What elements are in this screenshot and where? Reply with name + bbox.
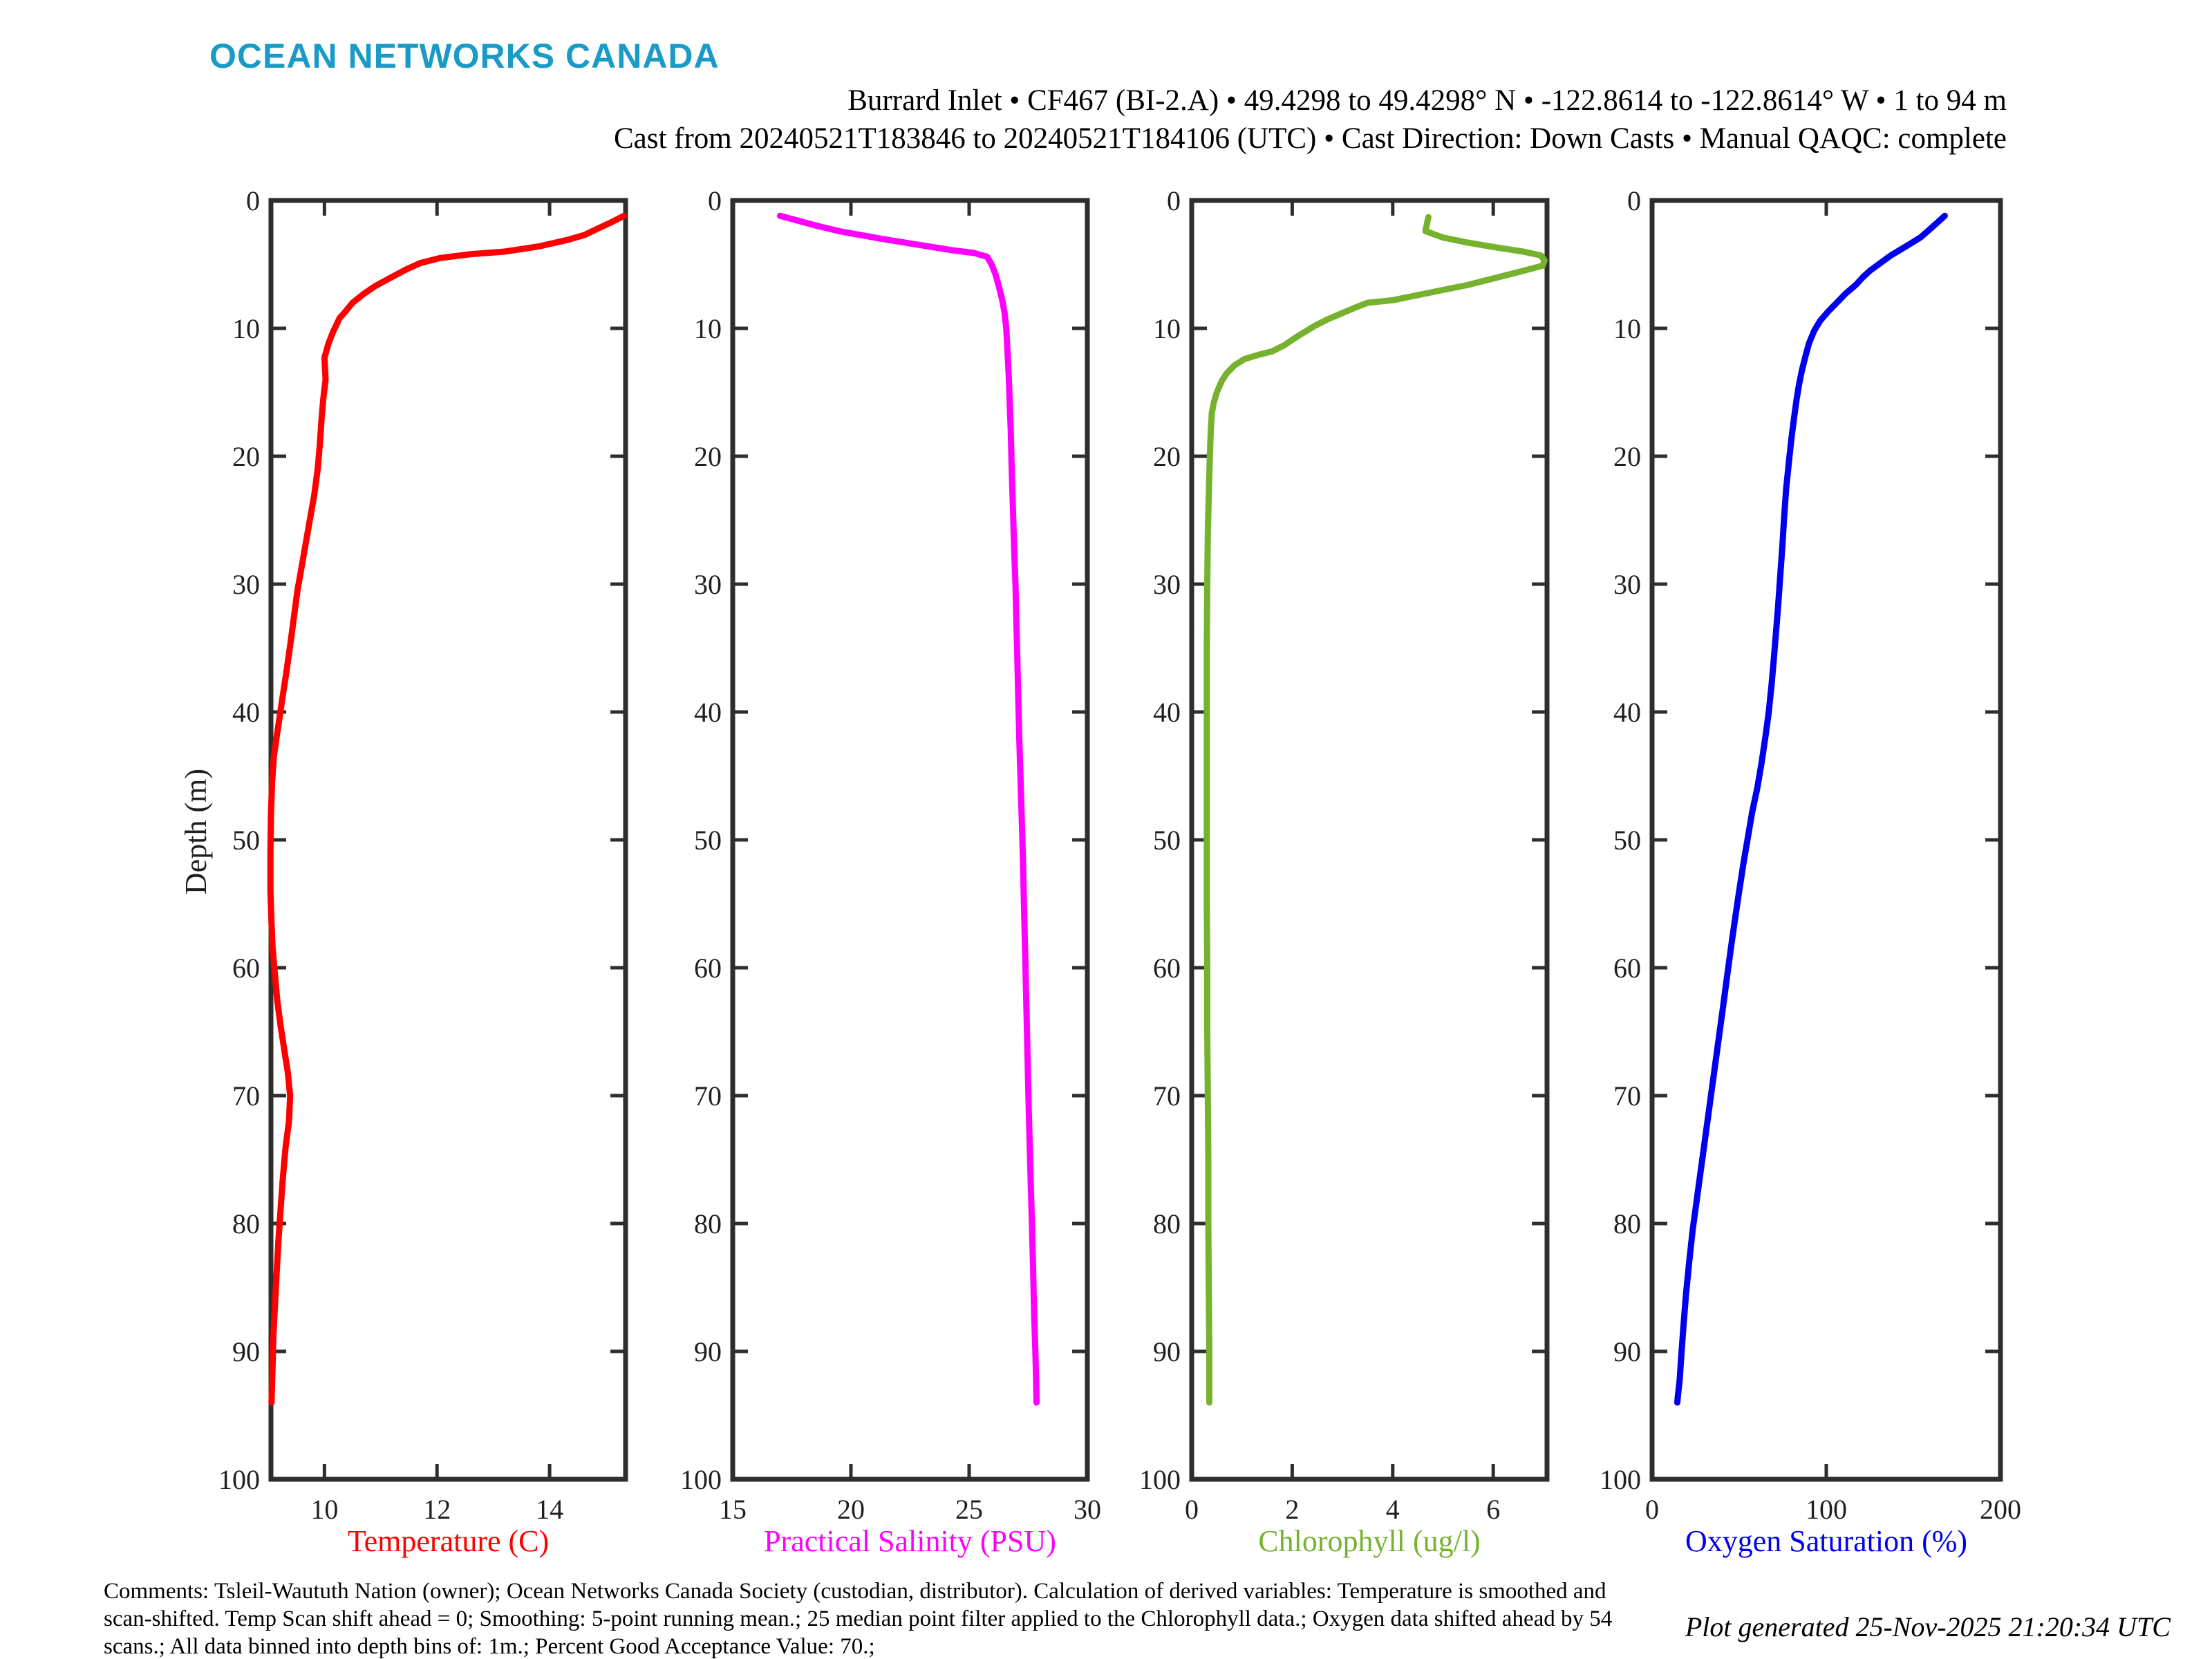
temperature-ytick-label: 90 xyxy=(232,1336,260,1367)
oxygen-saturation-ytick-label: 0 xyxy=(1627,185,1641,216)
oxygen-saturation-ytick-label: 10 xyxy=(1613,313,1641,344)
salinity-ytick-label: 0 xyxy=(708,185,722,216)
temperature-xtick-label: 12 xyxy=(423,1494,451,1525)
oxygen-saturation-ytick-label: 80 xyxy=(1613,1208,1641,1239)
oxygen-saturation-ytick-label: 40 xyxy=(1613,697,1641,728)
temperature-ytick-label: 70 xyxy=(232,1080,260,1112)
salinity-profile-line xyxy=(776,212,1040,1406)
oxygen-saturation-xtick-label: 200 xyxy=(1980,1494,2021,1525)
salinity-ytick-label: 30 xyxy=(694,569,722,600)
temperature-ytick-label: 50 xyxy=(232,825,260,856)
temperature-xtick-label: 10 xyxy=(310,1494,338,1525)
xlabel-2: Chlorophyll (ug/l) xyxy=(1258,1524,1481,1558)
temperature-profile-line xyxy=(267,212,628,1406)
oxygen-saturation-ytick-label: 30 xyxy=(1613,569,1641,600)
oxygen-saturation-ytick-label: 90 xyxy=(1613,1336,1641,1367)
chlorophyll-xtick-label: 0 xyxy=(1185,1494,1199,1525)
oxygen-saturation-ytick-label: 20 xyxy=(1613,441,1641,472)
chlorophyll-ytick-label: 60 xyxy=(1153,953,1181,984)
temperature-ytick-label: 60 xyxy=(232,953,260,984)
temperature-ytick-label: 30 xyxy=(232,569,260,600)
oxygen-saturation-ytick-label: 50 xyxy=(1613,825,1641,856)
temperature-ytick-label: 40 xyxy=(232,697,260,728)
salinity-ytick-label: 90 xyxy=(694,1336,722,1367)
chlorophyll-ytick-label: 30 xyxy=(1153,569,1181,600)
salinity-xtick-label: 20 xyxy=(837,1494,865,1525)
temperature-ytick-label: 100 xyxy=(218,1464,260,1495)
temperature-ytick-label: 0 xyxy=(246,185,260,216)
xlabel-0: Temperature (C) xyxy=(347,1524,550,1558)
salinity-ytick-label: 40 xyxy=(694,697,722,728)
title-line-2: Cast from 20240521T183846 to 20240521T18… xyxy=(613,122,2007,155)
chlorophyll-axes-frame xyxy=(1189,198,1550,1482)
salinity-xtick-label: 15 xyxy=(719,1494,747,1525)
chlorophyll-ytick-label: 40 xyxy=(1153,697,1181,728)
comment-line-2: scan-shifted. Temp Scan shift ahead = 0;… xyxy=(104,1606,1613,1631)
oxygen-saturation-ytick-label: 60 xyxy=(1613,953,1641,984)
salinity-ytick-label: 10 xyxy=(694,313,722,344)
chlorophyll-ytick-label: 0 xyxy=(1167,185,1181,216)
chlorophyll-xtick-label: 2 xyxy=(1285,1494,1299,1525)
salinity-ytick-label: 20 xyxy=(694,441,722,472)
chlorophyll-ytick-label: 90 xyxy=(1153,1336,1181,1367)
salinity-ytick-label: 60 xyxy=(694,953,722,984)
chlorophyll-ytick-label: 10 xyxy=(1153,313,1181,344)
ocean-networks-canada-logo: OCEAN NETWORKS CANADA xyxy=(209,37,720,75)
chlorophyll-ytick-label: 80 xyxy=(1153,1208,1181,1239)
chlorophyll-xtick-label: 6 xyxy=(1486,1494,1500,1525)
temperature-ytick-label: 10 xyxy=(232,313,260,344)
temperature-ytick-label: 80 xyxy=(232,1208,260,1239)
salinity-ytick-label: 100 xyxy=(680,1464,722,1495)
oxygen-saturation-axes-frame xyxy=(1649,198,2003,1482)
salinity-xtick-label: 25 xyxy=(955,1494,983,1525)
chlorophyll-ytick-label: 70 xyxy=(1153,1080,1181,1112)
salinity-ytick-label: 50 xyxy=(694,825,722,856)
temperature-chart: 10 12 14 0 10 20 30 40 50 60 70 80 90 100 xyxy=(218,185,628,1525)
salinity-xtick-label: 30 xyxy=(1074,1494,1101,1525)
chlorophyll-profile-line xyxy=(1203,214,1548,1406)
chlorophyll-ytick-label: 50 xyxy=(1153,825,1181,856)
salinity-ytick-label: 80 xyxy=(694,1208,722,1239)
salinity-axes-frame xyxy=(730,198,1090,1482)
chlorophyll-xtick-label: 4 xyxy=(1386,1494,1400,1525)
chlorophyll-ytick-label: 20 xyxy=(1153,441,1181,472)
comments-block: Comments: Tsleil-Waututh Nation (owner);… xyxy=(104,1577,1612,1659)
temperature-ytick-label: 20 xyxy=(232,441,260,472)
comment-line-3: scans.; All data binned into depth bins … xyxy=(104,1634,875,1659)
oxygen-saturation-profile-line xyxy=(1674,212,1948,1406)
comment-line-1: Comments: Tsleil-Waututh Nation (owner);… xyxy=(104,1579,1606,1604)
title-line-1: Burrard Inlet • CF467 (BI-2.A) • 49.4298… xyxy=(847,84,2007,117)
salinity-chart: 15 20 25 30 0 10 20 30 40 50 60 70 80 90 100 xyxy=(680,185,1101,1525)
chlorophyll-ytick-label: 100 xyxy=(1139,1464,1181,1495)
plot-title-block: Burrard Inlet • CF467 (BI-2.A) • 49.4298… xyxy=(614,82,2007,158)
xlabel-3: Oxygen Saturation (%) xyxy=(1685,1524,1968,1558)
oxygen-saturation-ytick-label: 70 xyxy=(1613,1080,1641,1112)
depth-axis-label: Depth (m) xyxy=(179,769,213,895)
temperature-xtick-label: 14 xyxy=(536,1494,563,1525)
generated-timestamp: Plot generated 25-Nov-2025 21:20:34 UTC xyxy=(1685,1611,2171,1642)
salinity-ytick-label: 70 xyxy=(694,1080,722,1112)
xlabel-1: Practical Salinity (PSU) xyxy=(764,1524,1056,1558)
oxygen-saturation-xtick-label: 100 xyxy=(1806,1494,1847,1525)
oxygen-saturation-ytick-label: 100 xyxy=(1600,1464,1641,1495)
oxygen-saturation-xtick-label: 0 xyxy=(1645,1494,1659,1525)
